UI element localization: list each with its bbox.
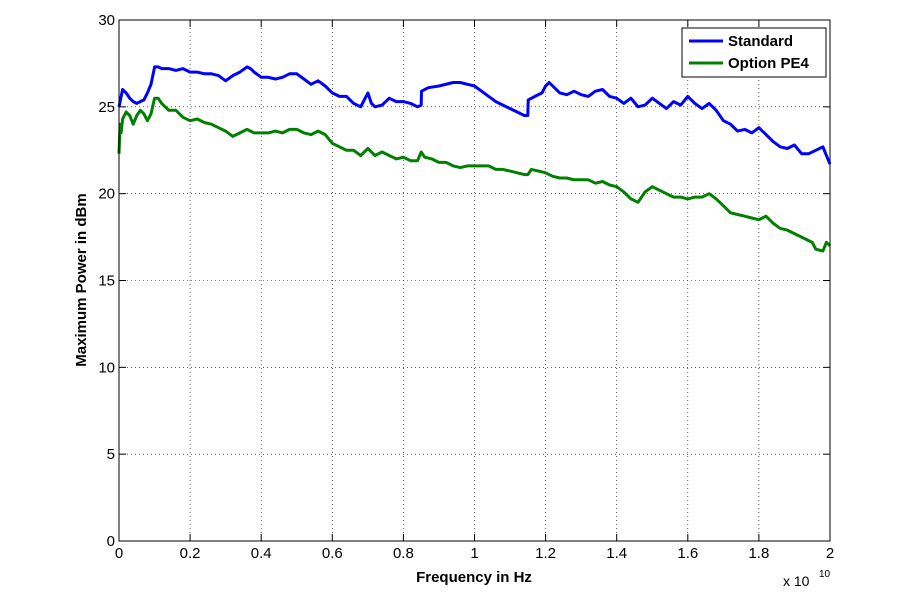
y-tick-label: 20 [98, 186, 115, 203]
x-tick-label: 1.4 [606, 545, 627, 562]
y-axis-label: Maximum Power in dBm [73, 193, 90, 366]
y-tick-label: 10 [98, 359, 115, 376]
x-axis-exponent-power: 10 [819, 569, 831, 580]
x-tick-label: 0 [115, 545, 123, 562]
series-lines [117, 65, 832, 253]
legend: Standard Option PE4 [681, 27, 827, 78]
x-tick-label: 1.2 [535, 545, 556, 562]
x-axis-exponent-base: x 10 [783, 573, 810, 589]
x-tick-label: 0.6 [322, 545, 343, 562]
x-axis-label: Frequency in Hz [416, 569, 532, 586]
legend-box [681, 27, 827, 78]
y-tick-label: 25 [98, 99, 115, 116]
x-tick-label: 0.8 [393, 545, 414, 562]
y-axis-ticks: 0 5 10 15 20 25 30 [98, 12, 830, 550]
y-tick-label: 0 [107, 533, 115, 550]
y-tick-label: 30 [98, 12, 115, 29]
y-tick-label: 5 [107, 446, 115, 463]
x-tick-label: 0.4 [251, 545, 272, 562]
x-tick-label: 0.2 [180, 545, 201, 562]
series-line-option-pe4 [117, 96, 832, 253]
series-line-standard [117, 65, 832, 165]
y-tick-label: 15 [98, 273, 115, 290]
x-tick-label: 2 [826, 545, 834, 562]
x-tick-label: 1.8 [748, 545, 769, 562]
x-axis-ticks: 0 0.2 0.4 0.6 0.8 1 1.2 1.4 1.6 1.8 2 [115, 20, 834, 562]
x-tick-label: 1 [470, 545, 478, 562]
legend-label-option-pe4: Option PE4 [728, 55, 809, 72]
x-tick-label: 1.6 [677, 545, 698, 562]
legend-label-standard: Standard [728, 33, 793, 50]
